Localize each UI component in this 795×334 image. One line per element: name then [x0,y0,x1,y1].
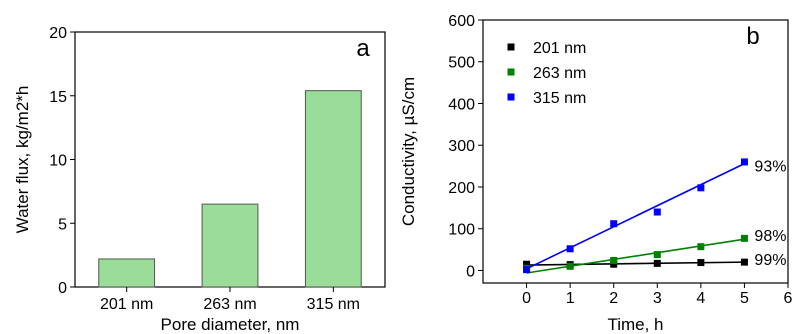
data-point-series-3 [653,208,661,216]
x-tick-label: 1 [566,290,575,307]
y-tick-label: 500 [448,55,475,72]
y-tick-label: 5 [58,216,67,233]
x-tick-label: 0 [522,290,531,307]
data-point-series-3 [740,158,748,166]
x-tick-label: 2 [609,290,618,307]
data-point-series-3 [566,245,574,253]
y-tick-label: 200 [448,180,475,197]
panel-b: 0 100 200 300 400 500 600 0 1 2 3 4 5 6 99% 98% 93% 201 n… [399,13,793,334]
data-point-series-2 [740,234,748,242]
retention-label: 93% [754,159,786,176]
retention-label: 99% [754,252,786,269]
y-tick-label: 600 [448,13,475,30]
data-point-series-2 [697,243,705,251]
data-point-series-1 [740,258,748,266]
y-tick-label: 15 [49,89,67,106]
x-axis-label: Pore diameter, nm [161,315,300,334]
x-tick-label: 6 [784,290,793,307]
data-point-series-3 [697,184,705,192]
x-tick-label: 315 nm [307,296,360,313]
x-tick-label: 3 [653,290,662,307]
legend-label: 263 nm [533,65,586,82]
x-tick-label: 201 nm [100,296,153,313]
x-tick-label: 4 [696,290,705,307]
data-point-series-1 [523,260,531,268]
y-tick-label: 20 [49,25,67,42]
y-axis-label: Water flux, kg/m2*h [13,86,32,234]
data-point-series-3 [523,266,531,274]
bar-2 [201,203,259,288]
data-point-series-2 [566,262,574,270]
data-point-series-2 [610,256,618,264]
legend-marker [507,43,515,51]
y-tick-label: 400 [448,96,475,113]
data-point-series-2 [653,251,661,259]
y-tick-label: 10 [49,153,67,170]
y-tick-label: 0 [58,280,67,297]
bar-1 [98,258,156,288]
y-tick-label: 0 [466,263,475,280]
legend-marker [507,68,515,76]
y-tick-label: 100 [448,222,475,239]
data-point-series-1 [610,260,618,268]
panel-label-a: a [356,35,370,62]
y-tick-label: 300 [448,138,475,155]
fit-line-3 [526,162,745,270]
x-tick-label: 5 [740,290,749,307]
fit-line-1 [526,261,745,266]
panel-label-b: b [746,23,759,50]
legend-label: 315 nm [533,90,586,107]
legend-marker [507,93,515,101]
fit-line-2 [526,238,745,274]
x-tick-label: 263 nm [203,296,256,313]
data-point-series-3 [610,220,618,228]
panel-a: 0 5 10 15 20 201 nm 263 nm 315 nm Pore diameter,… [13,25,386,334]
retention-label: 98% [754,228,786,245]
legend-label: 201 nm [533,40,586,57]
x-axis-label: Time, h [607,315,663,334]
data-point-series-1 [653,259,661,267]
bar-3 [304,90,362,288]
plot-frame [482,19,789,284]
data-point-series-1 [697,259,705,267]
y-axis-label: Conductivity, µS/cm [399,77,418,226]
